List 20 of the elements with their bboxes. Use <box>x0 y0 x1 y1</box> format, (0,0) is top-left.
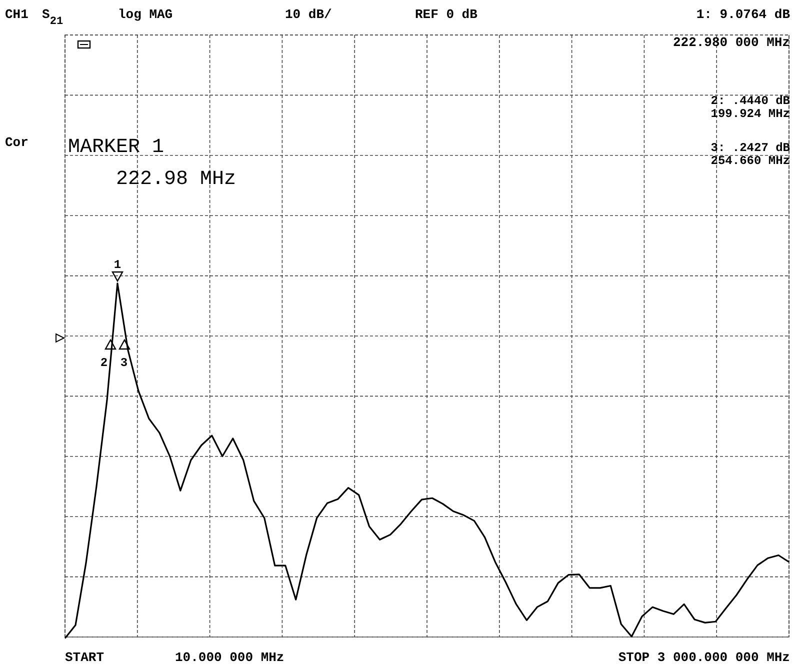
text: REF 0 dB <box>415 7 478 22</box>
text: 254.660 MHz <box>710 154 790 168</box>
text: CH1 <box>5 7 29 22</box>
annotation: 2 <box>100 356 108 370</box>
text: STOP 3 000.000 000 MHz <box>618 650 790 665</box>
text: log MAG <box>118 7 173 22</box>
text: 1: 9.0764 dB <box>696 7 790 22</box>
text: 2: .4440 dB <box>710 94 790 108</box>
text: Cor <box>5 135 28 150</box>
text: 10.000 000 MHz <box>175 650 284 665</box>
text: S$_{21}$ <box>42 7 64 28</box>
text: 3: .2427 dB <box>710 141 790 155</box>
annotation: 3 <box>120 356 128 370</box>
text: START <box>65 650 104 665</box>
text: 222.980 000 MHz <box>672 35 790 50</box>
text: MARKER 1 <box>68 136 164 159</box>
text: 1 <box>114 258 122 272</box>
text: 199.924 MHz <box>710 107 790 121</box>
text: 222.98 MHz <box>116 168 236 191</box>
text: 10 dB/ <box>285 7 332 22</box>
